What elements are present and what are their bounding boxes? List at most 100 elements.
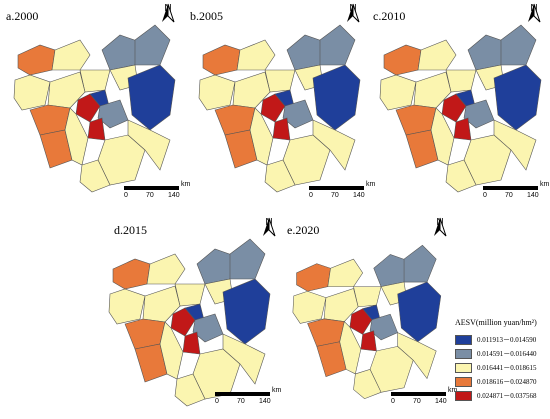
- region-south-2: [174, 373, 206, 407]
- map-panel-c: c.2010 N km 0 70 140: [366, 0, 550, 205]
- scale-tick: 70: [505, 192, 513, 199]
- scale-tick: 0: [124, 192, 128, 199]
- scale-unit: km: [366, 181, 376, 188]
- scale-bar: [309, 186, 364, 190]
- scale-tick: 0: [391, 398, 395, 405]
- legend-label: 0.024871－0.037568: [477, 392, 537, 400]
- region-east: [312, 64, 361, 131]
- region-map-e: [292, 244, 442, 400]
- map-regions: [379, 24, 542, 193]
- region-north: [196, 248, 236, 285]
- region-east: [493, 64, 542, 131]
- north-arrow-c: N: [527, 4, 541, 23]
- region-north-east: [500, 24, 537, 66]
- legend-item: 0.014591－0.016440: [455, 347, 550, 361]
- region-north-east: [319, 24, 356, 66]
- panel-label-a: a.2000: [6, 9, 39, 23]
- scale-bar: [483, 186, 538, 190]
- region-north-east: [134, 24, 171, 66]
- region-north-west-2: [417, 39, 457, 71]
- north-arrow-b: N: [346, 4, 360, 23]
- region-core: [441, 93, 467, 123]
- map-regions: [13, 24, 176, 193]
- region-core: [75, 93, 101, 123]
- panel-label-d: d.2015: [114, 223, 147, 237]
- region-center-west: [264, 69, 296, 93]
- region-center-west: [445, 69, 477, 93]
- region-core: [260, 93, 286, 123]
- north-arrow-icon: [528, 3, 541, 23]
- region-west: [13, 74, 51, 111]
- map-regions: [108, 238, 271, 407]
- panel-label-e: e.2020: [287, 223, 320, 237]
- region-center-west: [174, 283, 206, 307]
- region-north-west: [112, 258, 151, 290]
- region-north-west: [17, 44, 56, 76]
- scale-bar-a: km 0 70 140: [124, 181, 190, 200]
- region-north-east: [229, 238, 266, 280]
- scale-bar-c: km 0 70 140: [483, 181, 549, 200]
- region-north-west-2: [146, 253, 186, 285]
- region-center-west: [79, 69, 111, 93]
- region-south-east: [222, 333, 266, 385]
- scale-tick: 0: [309, 192, 313, 199]
- legend-item: 0.016441－0.018615: [455, 361, 550, 375]
- region-core-east: [97, 99, 129, 129]
- region-north-west: [296, 263, 331, 292]
- north-arrow-d: N: [262, 218, 276, 237]
- region-west-2: [323, 288, 359, 322]
- region-west: [108, 288, 146, 325]
- region-south-2: [445, 159, 477, 193]
- scale-tick: 0: [483, 192, 487, 199]
- region-south-2: [79, 159, 111, 193]
- region-south-2: [353, 369, 382, 400]
- region-map-d: [108, 238, 271, 407]
- map-panel-e: e.2020 N km 0 70 140: [280, 205, 457, 411]
- scale-tick: 140: [353, 192, 365, 199]
- region-south-east: [493, 119, 537, 171]
- region-north: [467, 34, 507, 71]
- region-south-east: [312, 119, 356, 171]
- scale-bar-d: km 0 70 140: [215, 387, 281, 406]
- region-west-2: [232, 71, 271, 109]
- north-arrow-e: N: [433, 218, 447, 237]
- scale-bar: [124, 186, 179, 190]
- scale-bar-b: km 0 70 140: [309, 181, 375, 200]
- region-west-2: [142, 285, 181, 323]
- region-west: [379, 74, 417, 111]
- legend-title: AESV(million yuan/hm²): [455, 318, 537, 327]
- region-north: [286, 34, 326, 71]
- legend: AESV(million yuan/hm²) 0.011913－0.014590…: [455, 318, 550, 403]
- map-panel-d: d.2015 N km 0 70 140: [95, 205, 281, 411]
- legend-label: 0.016441－0.018615: [477, 364, 537, 372]
- legend-item: 0.018616－0.024870: [455, 375, 550, 389]
- scale-tick: 140: [527, 192, 539, 199]
- panel-label-c: c.2010: [373, 9, 406, 23]
- north-arrow-icon: [162, 3, 175, 23]
- region-west: [198, 74, 236, 111]
- scale-tick: 140: [168, 192, 180, 199]
- north-arrow-a: N: [161, 4, 175, 23]
- region-north-east: [403, 244, 437, 283]
- map-panel-a: a.2000 N km 0 70 140: [0, 0, 190, 205]
- scale-tick: 70: [237, 398, 245, 405]
- scale-unit: km: [272, 387, 282, 394]
- scale-unit: km: [540, 181, 550, 188]
- region-north: [373, 254, 409, 287]
- region-north-west-2: [51, 39, 91, 71]
- region-core-east: [282, 99, 314, 129]
- legend-item: 0.024871－0.037568: [455, 389, 550, 403]
- map-regions: [292, 244, 442, 400]
- scale-tick: 70: [331, 192, 339, 199]
- region-north-west-2: [327, 258, 364, 287]
- legend-swatch: [455, 363, 472, 373]
- region-core-east: [192, 313, 224, 343]
- north-arrow-icon: [347, 3, 360, 23]
- region-east: [397, 281, 442, 343]
- scale-tick: 70: [146, 192, 154, 199]
- region-east: [222, 278, 271, 345]
- scale-bar-e: km 0 70 140: [391, 387, 457, 406]
- scale-tick: 0: [215, 398, 219, 405]
- panel-label-b: b.2005: [190, 9, 223, 23]
- legend-label: 0.011913－0.014590: [477, 336, 537, 344]
